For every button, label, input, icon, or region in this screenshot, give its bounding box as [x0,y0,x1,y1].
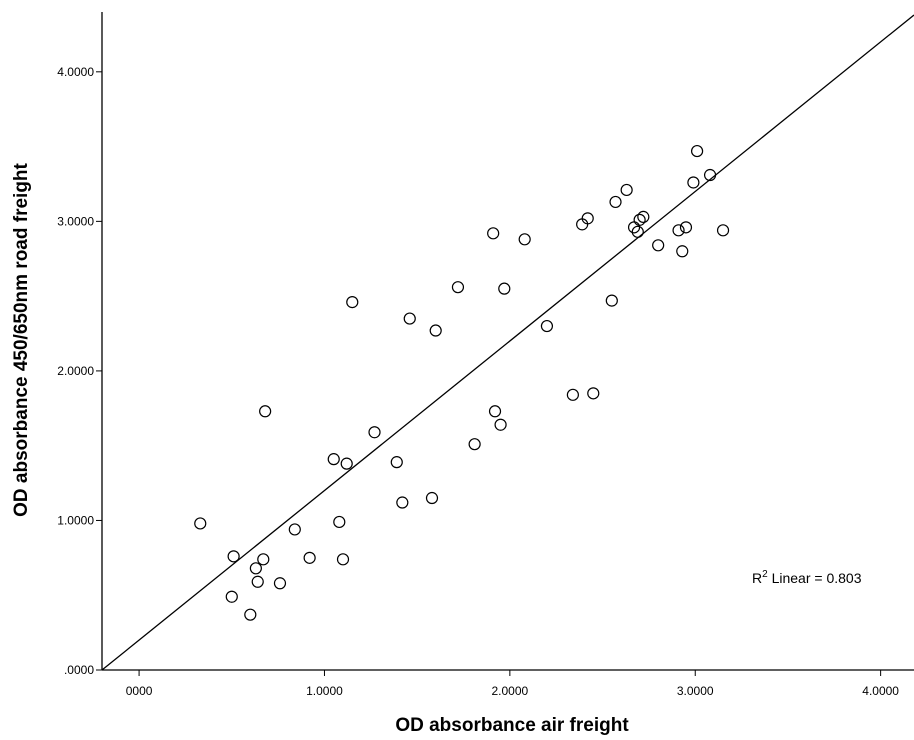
data-point [620,183,633,197]
y-tick-label: 1.0000 [57,513,94,527]
x-axis-ticks: 0000 1.0000 2.0000 3.0000 4.0000 [126,670,899,698]
data-point [327,453,340,466]
data-point [273,577,287,590]
data-point [672,224,685,237]
r2-text: Linear = 0.803 [768,570,862,586]
data-point [637,210,650,223]
data-point [631,225,644,238]
data-point [303,551,316,564]
y-tick-label: 3.0000 [57,214,94,228]
y-tick-label: 2.0000 [57,364,94,378]
data-point [336,553,350,566]
data-point [251,575,264,588]
data-point [257,553,270,566]
data-point [425,491,439,505]
data-point [288,523,301,536]
data-point [390,456,403,469]
data-point [259,405,272,418]
data-point [346,296,359,309]
x-axis-title: OD absorbance air freight [395,715,629,736]
r2-superscript: 2 [762,569,768,580]
data-point [244,608,257,621]
data-point [687,176,700,189]
data-point [703,168,717,182]
data-points [194,144,730,621]
data-point [690,144,704,158]
data-point [194,517,207,530]
r2-annotation: R2 Linear = 0.803 [752,569,862,586]
x-tick-label: 4.0000 [862,684,899,698]
data-point [605,294,618,307]
data-point [429,324,442,337]
data-point [587,387,600,400]
data-point [333,515,346,529]
x-tick-label: 1.0000 [306,684,343,698]
data-point [633,213,646,226]
data-point [609,195,622,209]
plot-area: 0000 1.0000 2.0000 3.0000 4.0000 .0000 1.0000… [57,12,914,698]
y-tick-label: .0000 [64,663,94,677]
y-axis-ticks: .0000 1.0000 2.0000 3.0000 4.0000 [57,65,102,677]
data-point [451,281,465,294]
y-axis-title: OD absorbance 450/650nm road freight [11,162,32,516]
data-point [581,212,594,225]
data-point [676,245,689,258]
data-point [227,550,240,563]
data-point [340,457,353,470]
data-point [396,496,409,509]
data-point [487,227,500,240]
data-point [488,405,502,418]
x-tick-label: 0000 [126,684,153,698]
data-point [716,224,730,237]
data-point [468,438,481,451]
r2-prefix: R [752,570,762,586]
data-point [566,388,579,401]
data-point [494,418,507,431]
data-point [652,239,665,252]
y-tick-label: 4.0000 [57,65,94,79]
data-point [225,590,238,603]
data-point [540,319,554,333]
data-point [249,562,262,575]
data-point [518,233,531,246]
data-point [403,312,416,325]
x-tick-label: 3.0000 [677,684,714,698]
data-point [498,282,511,295]
x-tick-label: 2.0000 [492,684,529,698]
data-point [368,426,381,439]
data-point [679,221,693,234]
